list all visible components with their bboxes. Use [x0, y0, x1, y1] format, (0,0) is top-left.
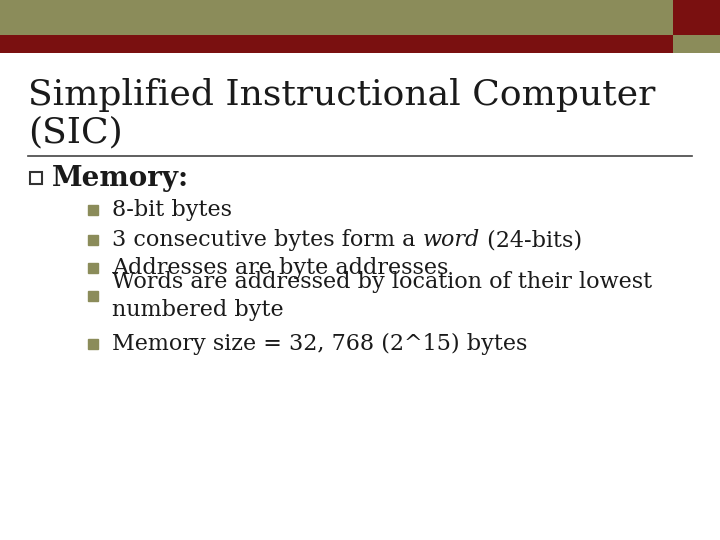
Bar — [88, 205, 98, 215]
Text: word: word — [423, 229, 480, 251]
Text: (24-bits): (24-bits) — [480, 229, 582, 251]
Bar — [88, 263, 98, 273]
Bar — [673, 35, 720, 53]
Bar — [88, 339, 98, 349]
Text: 3 consecutive bytes form a: 3 consecutive bytes form a — [112, 229, 423, 251]
Bar — [30, 172, 42, 184]
Bar — [88, 291, 98, 301]
Text: Addresses are byte addresses: Addresses are byte addresses — [112, 257, 449, 279]
Bar — [0, 0, 720, 35]
Text: Words are addressed by location of their lowest
numbered byte: Words are addressed by location of their… — [112, 271, 652, 321]
Text: Simplified Instructional Computer: Simplified Instructional Computer — [28, 78, 655, 112]
Bar — [88, 235, 98, 245]
Text: Memory size = 32, 768 (2^15) bytes: Memory size = 32, 768 (2^15) bytes — [112, 333, 527, 355]
Text: Memory:: Memory: — [52, 165, 189, 192]
Bar — [673, 0, 720, 35]
Text: (SIC): (SIC) — [28, 115, 122, 149]
Text: 8-bit bytes: 8-bit bytes — [112, 199, 232, 221]
Bar — [0, 35, 720, 53]
